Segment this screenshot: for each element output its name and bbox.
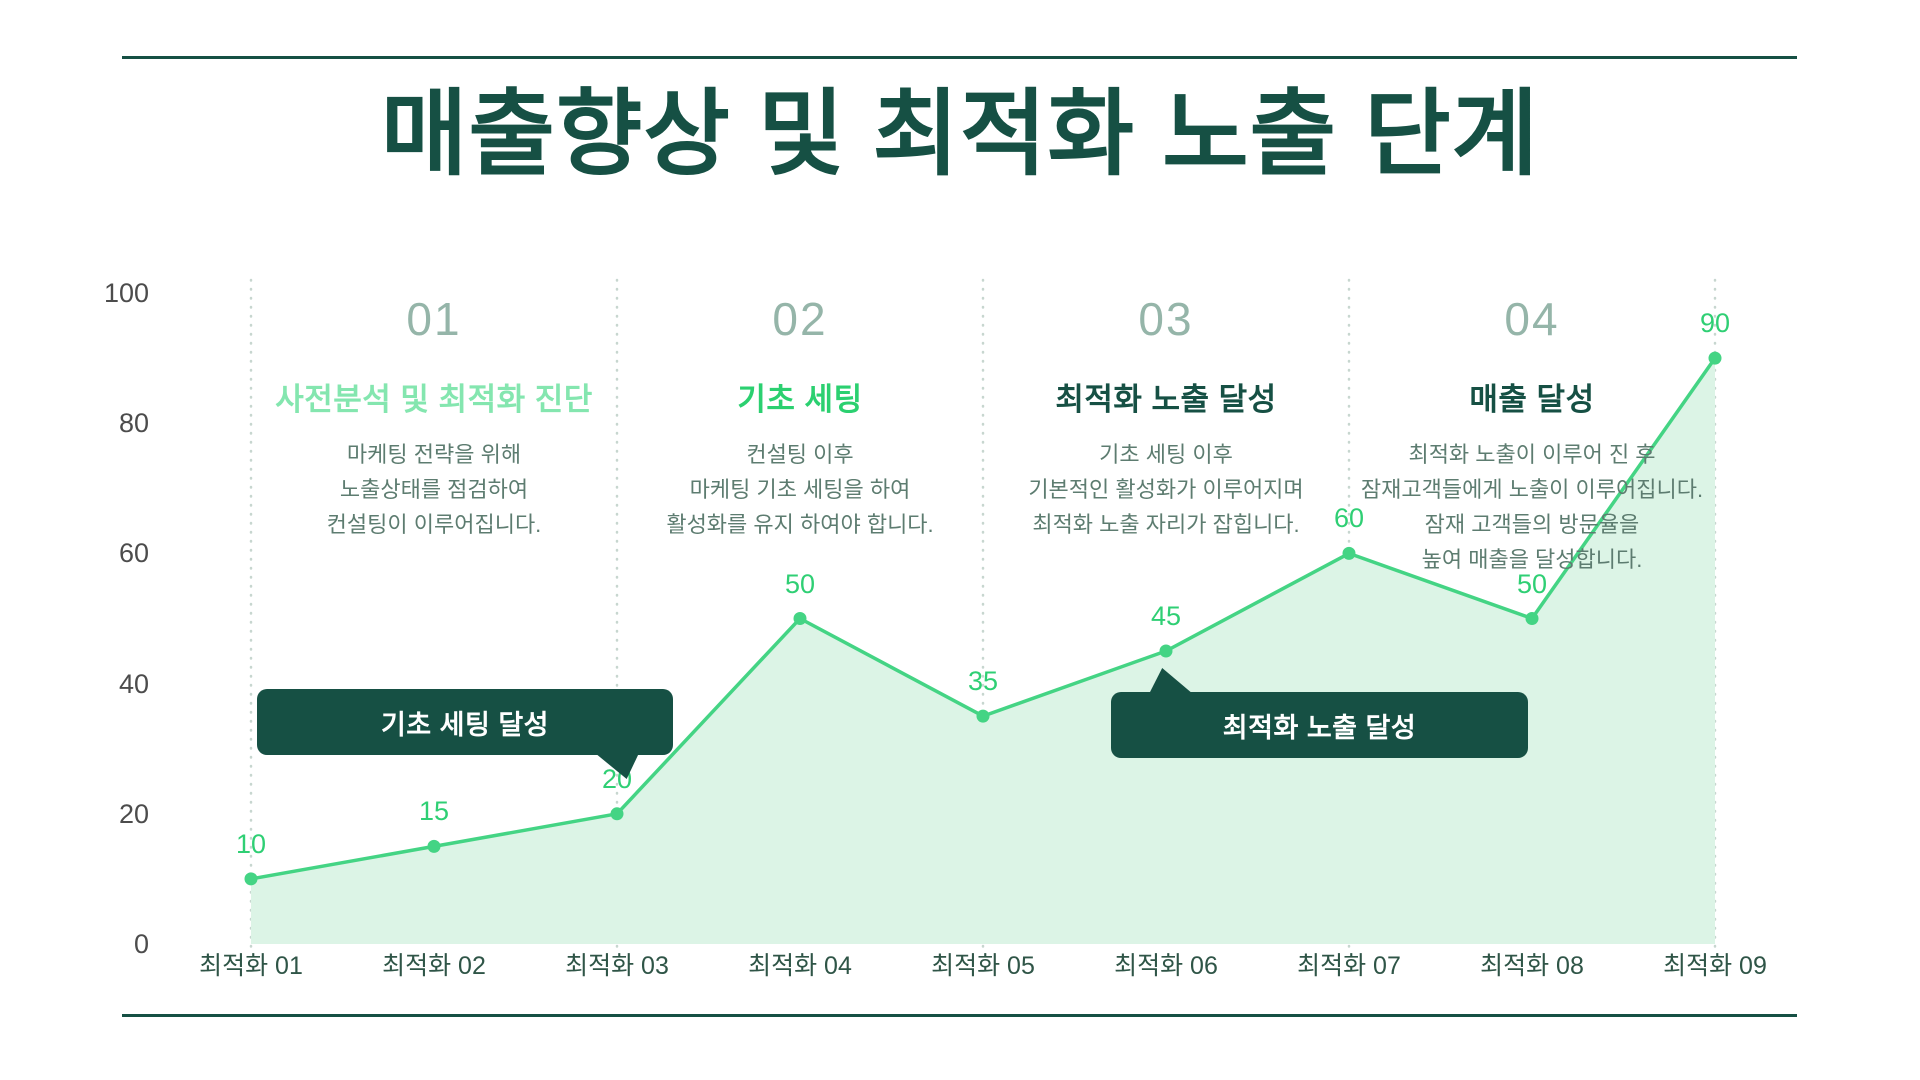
stage-section-03: 03 최적화 노출 달성 기초 세팅 이후 기본적인 활성화가 이루어지며 최적… <box>946 292 1386 542</box>
stage-description: 기초 세팅 이후 기본적인 활성화가 이루어지며 최적화 노출 자리가 잡힙니다… <box>946 437 1386 542</box>
desc-line: 최적화 노출 자리가 잡힙니다. <box>1032 512 1300 537</box>
callout-basic-setting-achieved: 기초 세팅 달성 <box>257 689 673 779</box>
x-axis-label-1: 최적화 01 <box>199 952 303 980</box>
desc-line: 기초 세팅 이후 <box>1099 442 1233 467</box>
x-axis-label-8: 최적화 08 <box>1480 952 1584 980</box>
desc-line: 잠재고객들에게 노출이 이루어집니다. <box>1360 477 1704 502</box>
stage-title: 기초 세팅 <box>737 382 863 417</box>
desc-line: 컨설팅 이후 <box>746 442 854 467</box>
page-title: 매출향상 및 최적화 노출 단계 <box>380 81 1540 186</box>
x-axis-label-2: 최적화 02 <box>382 952 486 980</box>
stage-section-01: 01 사전분석 및 최적화 진단 마케팅 전략을 위해 노출상태를 점검하여 컨… <box>214 292 654 542</box>
stage-description: 컨설팅 이후 마케팅 기초 세팅을 하여 활성화를 유지 하여야 합니다. <box>580 437 1020 542</box>
desc-line: 기본적인 활성화가 이루어지며 <box>1028 477 1304 502</box>
x-axis-label-7: 최적화 07 <box>1297 952 1401 980</box>
data-point-value-4: 50 <box>784 568 816 599</box>
y-axis-tick-0: 0 <box>133 929 149 959</box>
stage-section-04: 04 매출 달성 최적화 노출이 이루어 진 후 잠재고객들에게 노출이 이루어… <box>1312 292 1752 577</box>
data-point-value-5: 35 <box>967 666 999 697</box>
data-point-value-1: 10 <box>235 828 267 859</box>
stage-title: 매출 달성 <box>1469 382 1595 417</box>
top-divider <box>122 56 1797 59</box>
stage-number: 03 <box>1138 293 1194 345</box>
callout-optimized-exposure-achieved: 최적화 노출 달성 <box>1111 668 1528 758</box>
data-point-value-6: 45 <box>1150 601 1182 631</box>
data-point-value-7: 60 <box>1333 503 1365 534</box>
stage-number: 01 <box>406 293 462 345</box>
desc-line: 활성화를 유지 하여야 합니다. <box>666 512 934 537</box>
callout-label: 최적화 노출 달성 <box>1222 712 1417 743</box>
y-axis-tick-80: 80 <box>118 408 149 438</box>
desc-line: 최적화 노출이 이루어 진 후 <box>1408 442 1656 467</box>
desc-line: 노출상태를 점검하여 <box>339 477 529 502</box>
stage-title: 최적화 노출 달성 <box>1055 382 1277 417</box>
y-axis-tick-20: 20 <box>118 799 149 829</box>
bottom-divider <box>122 1014 1797 1017</box>
y-axis-tick-100: 100 <box>103 278 149 308</box>
callout-label: 기초 세팅 달성 <box>380 709 550 740</box>
desc-line: 마케팅 기초 세팅을 하여 <box>689 477 911 502</box>
stage-section-02: 02 기초 세팅 컨설팅 이후 마케팅 기초 세팅을 하여 활성화를 유지 하여… <box>580 292 1020 542</box>
y-axis-tick-60: 60 <box>118 538 149 568</box>
stage-number: 04 <box>1504 293 1560 345</box>
data-point-value-8: 50 <box>1516 568 1548 599</box>
stage-number: 02 <box>772 293 828 345</box>
stage-description: 마케팅 전략을 위해 노출상태를 점검하여 컨설팅이 이루어집니다. <box>214 437 654 542</box>
x-axis-label-4: 최적화 04 <box>748 952 852 980</box>
desc-line: 컨설팅이 이루어집니다. <box>326 512 542 537</box>
desc-line: 마케팅 전략을 위해 <box>346 442 522 467</box>
stage-title: 사전분석 및 최적화 진단 <box>275 382 593 417</box>
desc-line: 잠재 고객들의 방문율을 <box>1424 512 1640 537</box>
data-point-value-9: 90 <box>1699 308 1731 339</box>
desc-line: 높여 매출을 달성합니다. <box>1421 547 1643 572</box>
stage-description: 최적화 노출이 이루어 진 후 잠재고객들에게 노출이 이루어집니다. 잠재 고… <box>1312 437 1752 577</box>
x-axis-label-6: 최적화 06 <box>1114 952 1218 980</box>
data-point-value-2: 15 <box>418 796 450 827</box>
y-axis-tick-40: 40 <box>118 669 149 699</box>
x-axis-label-9: 최적화 09 <box>1663 952 1767 980</box>
x-axis-label-5: 최적화 05 <box>931 952 1035 980</box>
x-axis-label-3: 최적화 03 <box>565 952 669 980</box>
